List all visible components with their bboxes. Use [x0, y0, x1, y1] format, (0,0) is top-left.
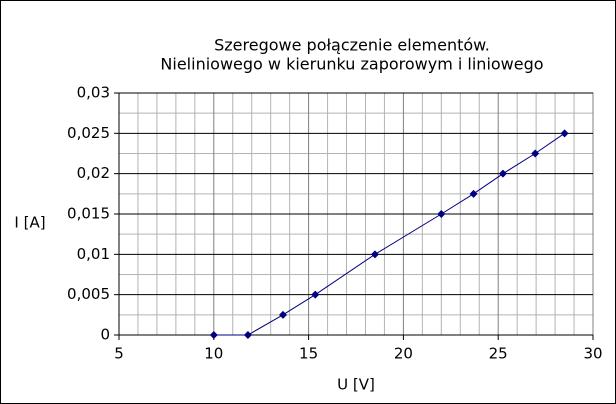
x-tick-label: 30	[583, 345, 602, 363]
y-tick-label: 0,025	[67, 124, 110, 142]
y-axis-label: I [A]	[14, 214, 45, 232]
data-point	[531, 149, 540, 158]
data-point	[279, 310, 288, 319]
series-line	[213, 132, 565, 336]
y-tick-label: 0,01	[77, 245, 110, 263]
x-tick-label: 25	[489, 345, 508, 363]
data-point	[498, 169, 507, 178]
chart-title: Nieliniowego w kierunku zaporowym i lini…	[160, 55, 543, 74]
y-tick-label: 0,03	[77, 84, 110, 102]
data-point	[243, 331, 252, 339]
chart-title: Szeregowe połączenie elementów.	[214, 36, 490, 55]
x-tick-label: 10	[204, 345, 223, 363]
x-tick-label: 20	[394, 345, 413, 363]
data-point	[209, 331, 218, 339]
x-tick-label: 15	[299, 345, 318, 363]
x-axis-label: U [V]	[337, 376, 375, 394]
x-tick-label: 5	[114, 345, 124, 363]
y-tick-label: 0,015	[67, 205, 110, 223]
y-tick-label: 0	[100, 326, 110, 344]
data-point	[560, 129, 569, 138]
y-tick-label: 0,005	[67, 285, 110, 303]
data-point	[370, 250, 379, 259]
data-point	[311, 290, 320, 299]
data-point	[469, 189, 478, 198]
y-tick-label: 0,02	[77, 164, 110, 182]
data-point	[437, 210, 446, 218]
